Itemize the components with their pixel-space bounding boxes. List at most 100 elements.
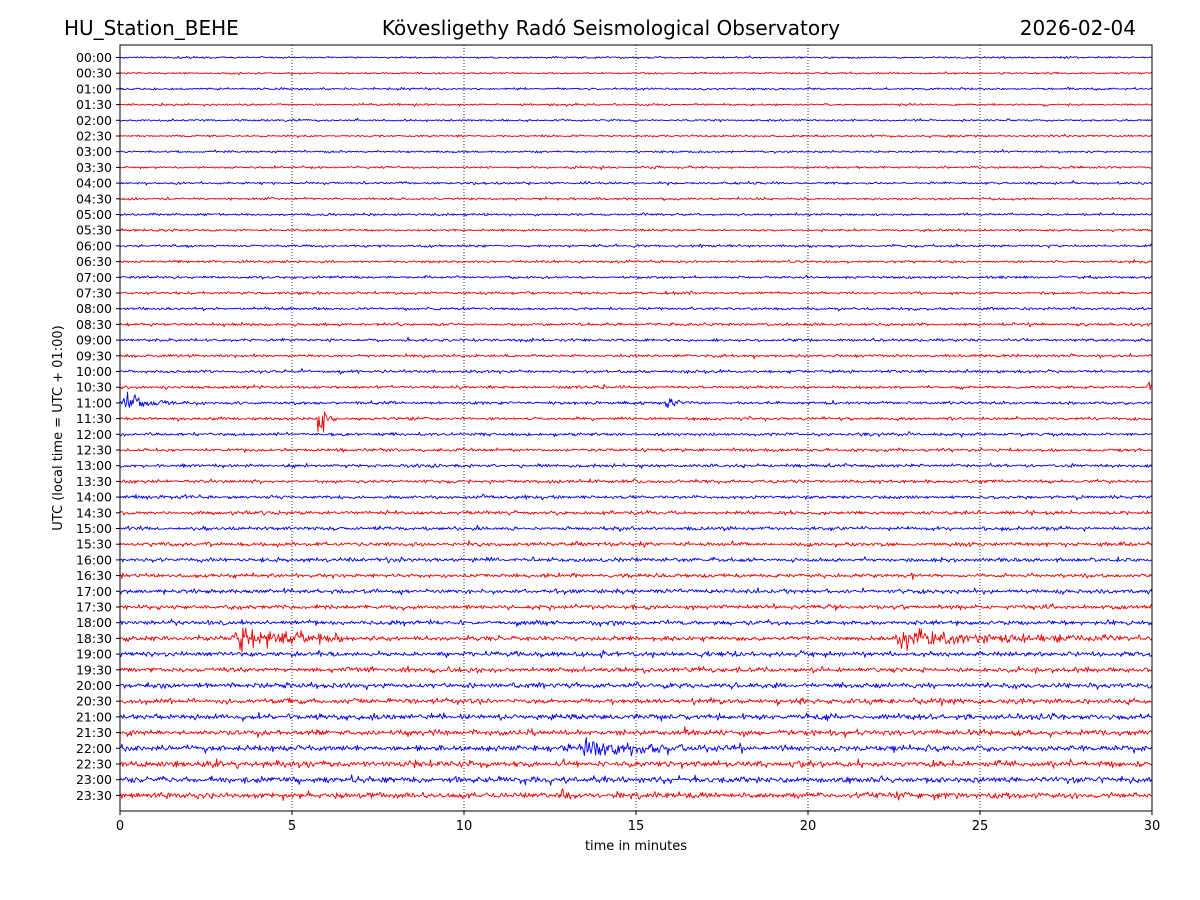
trace-row-0000 [119, 55, 1152, 60]
x-tick-label: 15 [628, 819, 645, 834]
seismic-traces [119, 55, 1153, 801]
row-label: 08:00 [76, 301, 112, 316]
row-label: 07:30 [76, 286, 112, 301]
trace-row-0600 [119, 243, 1153, 249]
observatory-title: Kövesligethy Radó Seismological Observat… [381, 16, 841, 40]
record-date: 2026-02-04 [1019, 16, 1136, 40]
row-label: 23:00 [76, 772, 112, 787]
trace-row-0400 [119, 180, 1153, 186]
trace-row-1730 [119, 603, 1153, 611]
row-label: 03:00 [76, 144, 112, 159]
trace-row-1900 [119, 649, 1153, 659]
row-label: 22:30 [76, 757, 112, 772]
grid-lines [291, 45, 981, 811]
trace-row-0500 [119, 212, 1153, 217]
trace-row-0100 [119, 86, 1153, 91]
row-label: 02:30 [76, 129, 112, 144]
trace-row-1430 [119, 509, 1153, 516]
x-axis-label: time in minutes [585, 839, 687, 854]
row-label: 13:00 [76, 458, 112, 473]
x-tick-label: 25 [972, 819, 989, 834]
x-tick-label: 5 [288, 819, 296, 834]
y-axis-label: UTC (local time = UTC + 01:00) [51, 325, 66, 530]
trace-row-2300 [119, 774, 1153, 786]
trace-row-1700 [119, 587, 1153, 596]
row-label: 08:30 [76, 317, 112, 332]
row-label: 04:00 [76, 176, 112, 191]
trace-row-2130 [119, 726, 1153, 738]
row-label: 16:30 [76, 568, 112, 583]
row-label: 11:00 [76, 395, 112, 410]
row-label: 07:00 [76, 270, 112, 285]
row-label: 19:30 [76, 662, 112, 677]
trace-row-0900 [119, 336, 1153, 343]
row-label: 11:30 [76, 411, 112, 426]
row-label: 01:00 [76, 81, 112, 96]
trace-row-1400 [119, 493, 1153, 501]
trace-row-0530 [119, 228, 1153, 233]
trace-row-2100 [119, 711, 1153, 722]
row-label: 17:00 [76, 584, 112, 599]
trace-row-1630 [119, 572, 1153, 581]
trace-row-0200 [119, 117, 1153, 123]
trace-row-0630 [119, 259, 1153, 264]
trace-row-1130 [119, 411, 1153, 433]
row-label: 21:30 [76, 725, 112, 740]
trace-row-0130 [119, 102, 1153, 107]
row-label: 09:30 [76, 348, 112, 363]
trace-row-1100 [119, 391, 1153, 409]
row-label: 19:00 [76, 647, 112, 662]
row-label: 15:00 [76, 521, 112, 536]
x-tick-label: 20 [800, 819, 817, 834]
row-label: 16:00 [76, 552, 112, 567]
trace-row-0800 [119, 306, 1153, 312]
row-label: 18:00 [76, 615, 112, 630]
trace-row-0230 [119, 133, 1153, 139]
trace-row-1530 [119, 540, 1153, 548]
trace-row-0300 [119, 148, 1153, 154]
trace-row-1330 [119, 478, 1153, 485]
row-label: 17:30 [76, 600, 112, 615]
trace-row-2200 [119, 737, 1153, 757]
row-label: 06:30 [76, 254, 112, 269]
row-label: 09:00 [76, 333, 112, 348]
row-label: 14:00 [76, 490, 112, 505]
trace-row-0330 [119, 165, 1152, 171]
trace-row-2230 [119, 758, 1153, 770]
trace-row-0430 [119, 196, 1153, 202]
trace-row-1930 [119, 665, 1153, 674]
row-label: 03:30 [76, 160, 112, 175]
trace-row-0700 [119, 274, 1153, 280]
x-tick-label: 10 [456, 819, 473, 834]
row-label: 00:00 [76, 50, 112, 65]
trace-row-0730 [119, 290, 1153, 296]
trace-row-1200 [119, 431, 1153, 438]
row-label: 02:00 [76, 113, 112, 128]
y-axis: 00:0000:3001:0001:3002:0002:3003:0003:30… [76, 50, 120, 803]
x-axis: 0 5 10 15 20 25 30 [116, 811, 1160, 834]
row-label: 14:30 [76, 505, 112, 520]
trace-row-0030 [119, 71, 1153, 76]
trace-row-1300 [119, 462, 1153, 469]
trace-row-1030 [119, 381, 1153, 391]
trace-row-1830 [119, 627, 1153, 653]
station-name: HU_Station_BEHE [64, 16, 239, 40]
row-label: 05:00 [76, 207, 112, 222]
row-label: 23:30 [76, 788, 112, 803]
row-label: 00:30 [76, 66, 112, 81]
row-label: 13:30 [76, 474, 112, 489]
row-label: 05:30 [76, 223, 112, 238]
trace-row-2000 [119, 681, 1153, 691]
row-label: 18:30 [76, 631, 112, 646]
row-label: 10:00 [76, 364, 112, 379]
row-label: 04:30 [76, 191, 112, 206]
row-label: 06:00 [76, 238, 112, 253]
x-tick-label: 30 [1144, 819, 1161, 834]
trace-row-1500 [119, 524, 1153, 532]
row-label: 10:30 [76, 380, 112, 395]
row-label: 21:00 [76, 709, 112, 724]
row-label: 12:30 [76, 443, 112, 458]
trace-row-1230 [119, 447, 1153, 453]
trace-row-2330 [119, 788, 1153, 801]
